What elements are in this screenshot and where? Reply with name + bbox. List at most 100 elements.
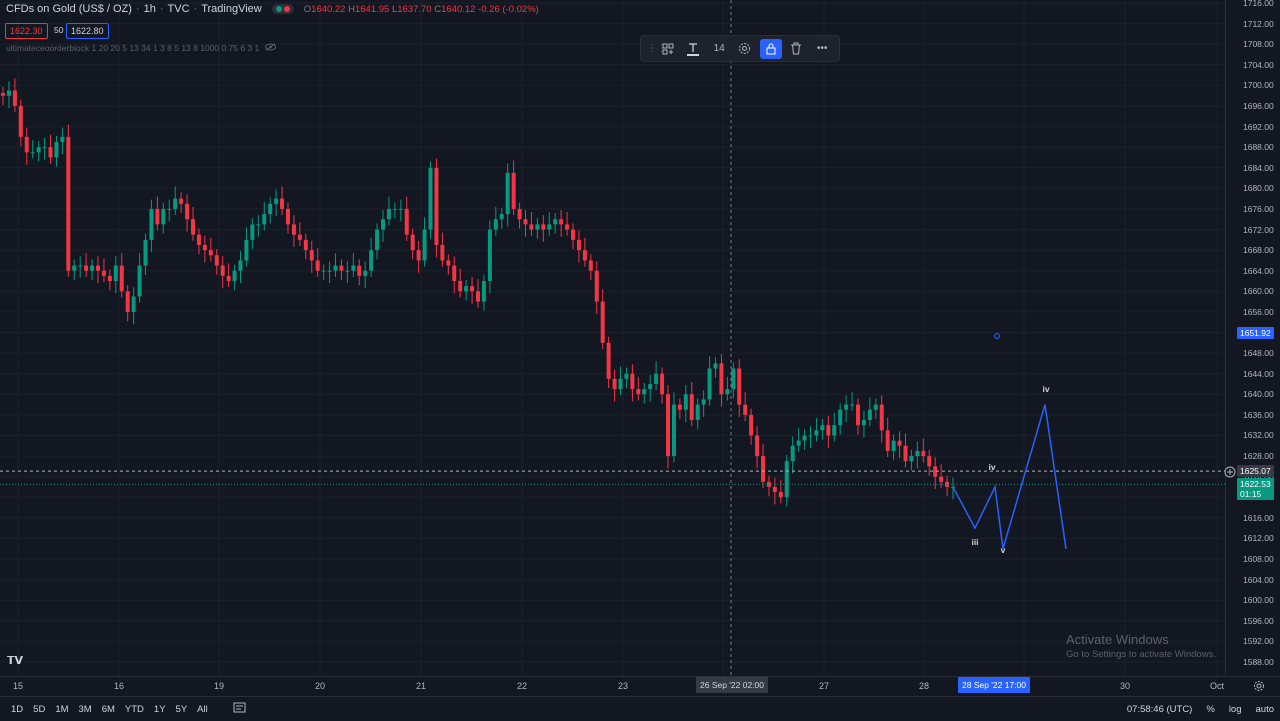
interval-label[interactable]: 1h [143,3,156,15]
wave-label[interactable]: v [1000,545,1006,555]
candle-body [404,208,409,235]
candle-body [856,404,860,426]
candle-body [885,430,890,451]
price-tick-label: 1604.00 [1243,574,1274,585]
grid [0,0,1225,676]
indicator-label: ultimateceoorderblock 1 20 20 5 13 34 1 … [6,43,260,53]
candle-body [363,270,368,276]
price-tick-label: 1696.00 [1243,100,1274,111]
candle-body [505,172,510,215]
date-range-icon[interactable] [233,702,246,716]
wave-label[interactable]: iii [971,537,979,547]
candle-body [113,265,118,282]
settings-gear-icon[interactable] [734,39,756,59]
price-tick-label: 1600.00 [1243,595,1274,606]
lock-icon[interactable] [759,38,782,59]
log-scale-toggle[interactable]: log [1228,703,1242,715]
price-tick-label: 1672.00 [1243,224,1274,235]
candle-body [879,404,884,431]
candle-body [185,203,190,220]
timeframe-button[interactable]: 3M [78,703,92,715]
watermark-subtitle: Go to Settings to activate Windows. [1066,649,1216,660]
price-tick-label: 1648.00 [1243,348,1274,359]
candle-body [125,291,130,312]
buy-price-button[interactable]: 1622.80 [66,23,109,39]
elliott-wave-line[interactable] [952,404,1067,549]
wave-label[interactable]: iv [988,462,996,472]
candle-body [161,208,166,225]
candle-body [48,147,53,158]
candle-body [60,136,65,143]
candle-body [707,368,712,400]
timeframe-button[interactable]: 1D [11,703,24,715]
price-tick-label: 1596.00 [1243,615,1274,626]
candle-body [173,198,178,209]
candle-body [386,208,391,220]
more-options-icon[interactable]: ••• [816,43,828,54]
tradingview-logo[interactable]: 𝗧𝗩 [7,655,24,667]
candle-body [6,90,11,96]
candle-body [202,244,207,251]
candle-body [571,229,575,240]
candle-body [897,440,902,446]
price-tick-label: 1640.00 [1243,389,1274,400]
candle-body [784,461,789,498]
candle-body [214,255,219,266]
font-size-button[interactable]: 14 [713,43,725,54]
percent-scale-toggle[interactable]: % [1206,703,1215,715]
candle-body [565,224,570,230]
timeframe-button[interactable]: 6M [101,703,115,715]
candle-body [867,409,872,421]
candle-body [72,265,77,271]
price-tick-label: 1628.00 [1243,451,1274,462]
candle-body [18,105,23,137]
candle-body [96,265,100,271]
candle-body [36,147,41,153]
price-tick-label: 1700.00 [1243,80,1274,91]
candle-body [487,229,492,282]
drag-handle-icon[interactable]: ⋮⋮ [646,43,667,54]
time-tick-label: 23 [617,681,629,691]
candle-body [268,203,273,215]
candle-body [78,265,83,267]
wave-label[interactable]: iv [1042,384,1050,394]
sell-price-button[interactable]: 1622.30 [5,23,48,39]
price-axis[interactable] [1225,0,1280,676]
utc-clock[interactable]: 07:58:46 (UTC) [1126,703,1193,715]
auto-scale-toggle[interactable]: auto [1255,703,1275,715]
candle-body [155,208,160,225]
text-color-icon[interactable] [682,39,704,59]
bottom-toolbar: 1D 5D 1M 3M 6M YTD 1Y 5Y All 07:58:46 (UTC) % lo… [0,696,1280,721]
candle-body [226,275,231,282]
timeframe-button[interactable]: 1Y [153,703,166,715]
candle-body [826,425,831,436]
symbol-name[interactable]: CFDs on Gold (US$ / OZ) [6,3,132,15]
candle-body [541,224,546,230]
candle-body [772,486,777,493]
indicator-legend[interactable]: ultimateceoorderblock 1 20 20 5 13 34 1 … [6,43,277,53]
add-alert-plus-icon[interactable] [1224,465,1236,483]
time-axis-settings-icon[interactable] [1253,679,1265,697]
trash-icon[interactable] [785,39,807,59]
eye-hidden-icon[interactable] [265,43,277,53]
candle-body [731,368,736,390]
candle-body [137,265,142,297]
time-axis[interactable] [0,676,1280,695]
candle-body [143,239,148,266]
timeframe-button[interactable]: 1M [55,703,69,715]
timeframe-button[interactable]: YTD [124,703,144,715]
candle-body [309,250,314,261]
candle-body [244,239,249,261]
timeframe-button[interactable]: 5Y [175,703,188,715]
price-tick-label: 1688.00 [1243,142,1274,153]
timeframe-button[interactable]: 5D [33,703,46,715]
provider-label: TradingView [201,3,262,15]
candle-body [909,456,914,462]
timeframe-button[interactable]: All [197,703,208,715]
template-icon[interactable] [657,39,679,59]
price-tick-label: 1664.00 [1243,265,1274,276]
candle-body [321,270,326,272]
candle-body [624,373,629,379]
